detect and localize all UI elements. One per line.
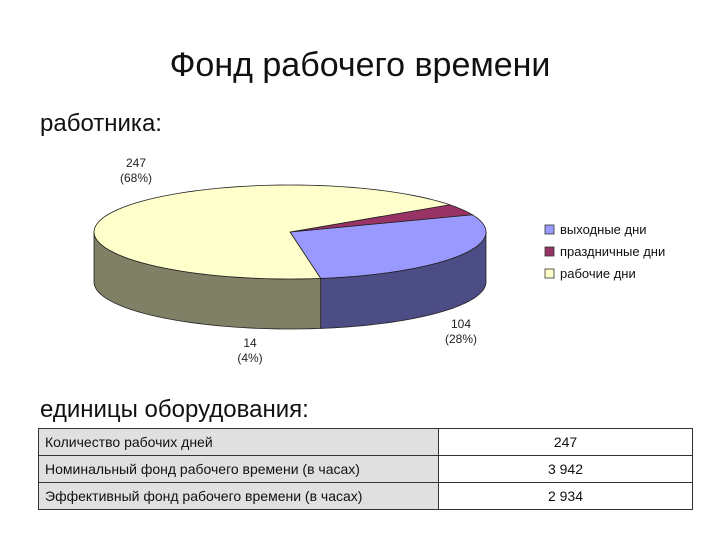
legend-entry: рабочие дни: [560, 266, 636, 281]
pie-slice-0: [289, 214, 487, 279]
table-row: Эффективный фонд рабочего времени (в час…: [38, 482, 693, 510]
table-row: Номинальный фонд рабочего времени (в час…: [38, 455, 693, 483]
row-label: Номинальный фонд рабочего времени (в час…: [38, 455, 439, 483]
table-row: Количество рабочих дней 247: [38, 428, 693, 456]
row-value: 3 942: [438, 455, 693, 483]
pie-slice-1: [289, 204, 474, 233]
data-label-percent: (4%): [237, 351, 262, 365]
legend-swatch: [544, 224, 555, 235]
worker-subtitle: работника:: [40, 110, 162, 137]
pie-slice-2: [93, 184, 450, 280]
equipment-subtitle: единицы оборудования:: [40, 396, 309, 423]
row-label: Эффективный фонд рабочего времени (в час…: [38, 482, 439, 510]
pie-chart: 104(28%) 14(4%) 247(68%) выходные дни праздн…: [93, 156, 665, 365]
legend-entry: выходные дни: [560, 222, 647, 237]
slide-title: Фонд рабочего времени: [169, 46, 551, 84]
data-label-percent: (68%): [120, 171, 152, 185]
legend-swatch: [544, 268, 555, 279]
data-label-value: 14: [243, 336, 257, 350]
data-label-value: 247: [126, 156, 146, 170]
data-label-value: 104: [451, 317, 471, 331]
data-label-percent: (28%): [445, 332, 477, 346]
row-value: 247: [438, 428, 693, 456]
legend-swatch: [544, 246, 555, 257]
equipment-table: Количество рабочих дней 247 Номинальный …: [38, 428, 693, 510]
row-label: Количество рабочих дней: [38, 428, 439, 456]
legend-entry: праздничные дни: [560, 244, 665, 259]
row-value: 2 934: [438, 482, 693, 510]
